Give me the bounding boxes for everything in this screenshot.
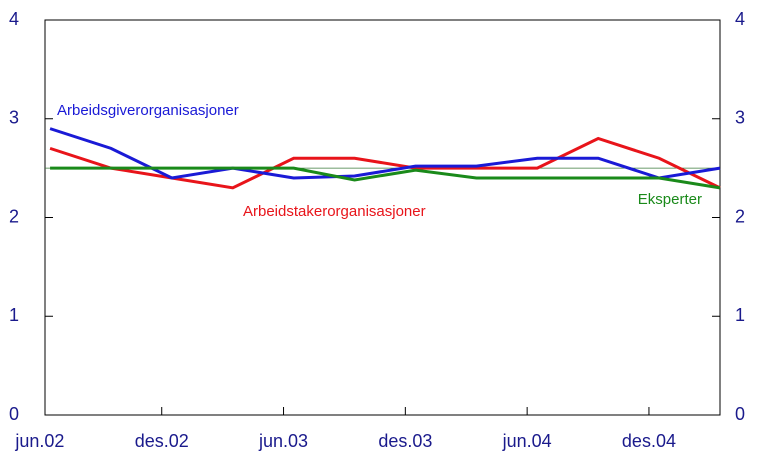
y2-tick-label: 3 (735, 108, 745, 128)
y-tick-label: 2 (9, 206, 19, 226)
series-label: Eksperter (638, 191, 702, 208)
x-tick-label: jun.03 (258, 431, 308, 451)
x-tick-label: jun.04 (502, 431, 552, 451)
y-tick-label: 0 (9, 404, 19, 424)
x-tick-label: des.03 (378, 431, 432, 451)
y-tick-label: 4 (9, 9, 19, 29)
y2-tick-label: 0 (735, 404, 745, 424)
series-line (49, 127, 721, 180)
x-tick-label: des.02 (135, 431, 189, 451)
y2-tick-label: 1 (735, 305, 745, 325)
y-tick-label: 1 (9, 305, 19, 325)
series-line (50, 166, 721, 190)
series-line (49, 136, 721, 190)
y2-tick-label: 2 (735, 206, 745, 226)
y-tick-label: 3 (9, 108, 19, 128)
series-label: Arbeidstakerorganisasjoner (243, 203, 426, 220)
series-label: Arbeidsgiverorganisasjoner (57, 102, 239, 119)
x-tick-label: des.04 (622, 431, 676, 451)
y2-tick-label: 4 (735, 9, 745, 29)
x-tick-label: jun.02 (14, 431, 64, 451)
